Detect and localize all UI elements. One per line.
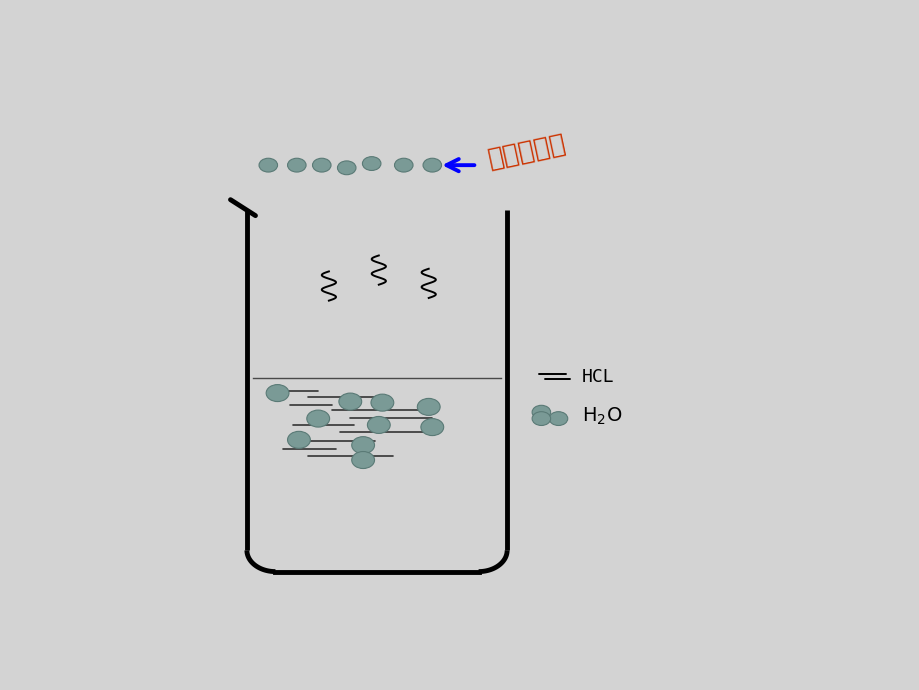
Circle shape: [306, 410, 329, 427]
Circle shape: [362, 157, 380, 170]
Circle shape: [351, 437, 374, 453]
Circle shape: [549, 412, 567, 426]
Circle shape: [531, 405, 550, 419]
Circle shape: [351, 451, 374, 469]
Circle shape: [394, 158, 413, 172]
Circle shape: [417, 398, 439, 415]
Text: H$_2$O: H$_2$O: [582, 406, 621, 427]
Circle shape: [423, 158, 441, 172]
Circle shape: [370, 394, 393, 411]
Circle shape: [288, 431, 310, 448]
Circle shape: [420, 419, 443, 435]
Circle shape: [312, 158, 331, 172]
Circle shape: [259, 158, 278, 172]
Circle shape: [338, 393, 361, 410]
Circle shape: [531, 412, 550, 426]
Text: HCL: HCL: [582, 368, 614, 386]
Text: 空气中的水: 空气中的水: [485, 131, 568, 172]
Circle shape: [288, 158, 306, 172]
Circle shape: [367, 417, 390, 433]
Circle shape: [337, 161, 356, 175]
Circle shape: [266, 384, 289, 402]
